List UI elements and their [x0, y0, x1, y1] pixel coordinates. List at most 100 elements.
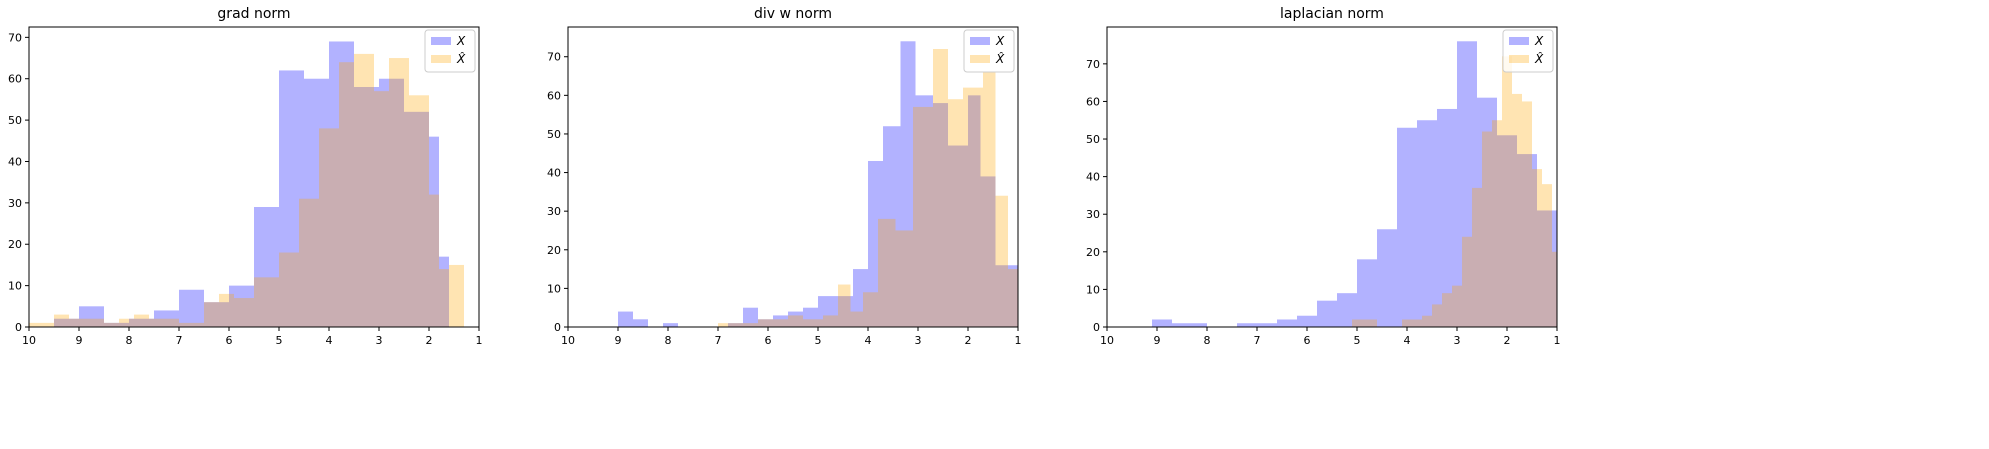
bar-xhat-6 — [823, 315, 838, 327]
bar-x-6 — [204, 302, 229, 327]
bar-x-1 — [1172, 323, 1187, 327]
bar-xhat-10 — [878, 218, 896, 327]
bar-xhat-10 — [234, 298, 254, 327]
bar-x-2 — [104, 322, 129, 327]
histogram-bars — [29, 41, 464, 327]
legend-swatch-xhat — [1509, 55, 1529, 63]
x-tick-label: 6 — [1304, 334, 1311, 347]
y-tick-label: 70 — [1086, 58, 1100, 71]
legend-label-x: X — [995, 34, 1005, 48]
bar-xhat-11 — [895, 230, 913, 327]
bar-x-11 — [329, 41, 354, 327]
bar-x-18 — [1537, 210, 1557, 327]
bar-xhat-1 — [54, 314, 69, 327]
bar-xhat-9 — [863, 292, 878, 327]
bar-x-5 — [758, 319, 773, 327]
y-tick-label: 0 — [554, 321, 561, 334]
bar-xhat-5 — [1452, 285, 1462, 327]
bar-xhat-14 — [1542, 184, 1552, 327]
x-tick-label: 7 — [715, 334, 722, 347]
legend-frame — [963, 29, 1015, 73]
chart-title: laplacian norm — [1280, 6, 1384, 22]
bar-x-10 — [1377, 229, 1397, 327]
y-tick-label: 40 — [8, 155, 22, 168]
x-tick-label: 8 — [1204, 334, 1211, 347]
bar-xhat-2 — [1422, 315, 1432, 327]
bar-x-2 — [663, 323, 678, 327]
x-tick-label: 5 — [815, 334, 822, 347]
x-tick-label: 4 — [326, 334, 333, 347]
y-tick-label: 10 — [8, 280, 22, 293]
y-tick-label: 60 — [1086, 95, 1100, 108]
y-tick-label: 10 — [547, 282, 561, 295]
bar-x-12 — [354, 87, 379, 327]
bar-xhat-4 — [788, 315, 803, 327]
histogram-bars — [618, 41, 1018, 327]
y-tick-label: 40 — [1086, 171, 1100, 184]
y-tick-label: 0 — [1093, 321, 1100, 334]
x-tick-label: 1 — [1015, 334, 1022, 347]
legend-label-xhat: X̂ — [456, 52, 466, 66]
bar-x-0 — [54, 318, 79, 327]
bar-x-21 — [1008, 265, 1018, 327]
bar-xhat-9 — [219, 293, 234, 327]
bar-xhat-16 — [983, 72, 996, 327]
bar-xhat-13 — [299, 198, 319, 327]
bar-xhat-13 — [1532, 169, 1542, 327]
y-tick-label: 30 — [547, 205, 561, 218]
y-tick-label: 50 — [1086, 133, 1100, 146]
bar-xhat-8 — [850, 311, 863, 327]
bar-xhat-4 — [1442, 293, 1452, 327]
bar-x-5 — [179, 289, 204, 327]
bar-xhat-14 — [948, 99, 963, 327]
x-tick-label: 8 — [665, 334, 672, 347]
y-tick-label: 50 — [8, 114, 22, 127]
bar-x-0 — [1152, 319, 1172, 327]
bar-x-9 — [1357, 259, 1377, 327]
bar-x-8 — [803, 307, 818, 327]
x-tick-label: 7 — [1254, 334, 1261, 347]
x-tick-label: 8 — [126, 334, 133, 347]
bar-xhat-3 — [773, 319, 788, 327]
bar-x-15 — [915, 95, 933, 327]
bar-x-9 — [818, 296, 833, 327]
bar-xhat-7 — [179, 322, 204, 327]
bar-x-8 — [1337, 293, 1357, 327]
bar-x-14 — [900, 41, 916, 327]
bar-xhat-5 — [134, 314, 149, 327]
bar-x-6 — [1297, 315, 1317, 327]
y-tick-label: 20 — [1086, 246, 1100, 259]
bar-x-4 — [154, 310, 179, 327]
bar-xhat-3 — [1432, 304, 1442, 327]
bar-xhat-2 — [69, 318, 104, 327]
bar-x-9 — [279, 70, 304, 327]
bar-x-5 — [1277, 319, 1297, 327]
bar-xhat-6 — [1462, 236, 1472, 327]
y-tick-label: 0 — [15, 321, 22, 334]
legend-label-xhat: X̂ — [995, 52, 1005, 66]
x-tick-label: 4 — [865, 334, 872, 347]
chart-title: div w norm — [754, 6, 832, 22]
bar-xhat-19 — [409, 95, 429, 327]
axes-frame — [28, 26, 480, 328]
bar-xhat-1 — [1402, 319, 1422, 327]
bar-x-15 — [1477, 97, 1497, 327]
histogram-bars — [1152, 41, 1557, 327]
bar-x-4 — [1257, 323, 1277, 327]
bar-xhat-17 — [995, 195, 1008, 327]
bar-xhat-0 — [718, 323, 733, 327]
bar-x-13 — [379, 78, 404, 327]
y-tick-label: 70 — [547, 51, 561, 64]
bar-x-20 — [995, 265, 1008, 327]
bar-x-14 — [1457, 41, 1477, 327]
bar-xhat-10 — [1502, 56, 1512, 327]
bar-x-11 — [853, 269, 868, 327]
x-tick-label: 3 — [915, 334, 922, 347]
bar-xhat-15 — [1552, 251, 1557, 327]
bar-x-10 — [304, 78, 329, 327]
legend-swatch-xhat — [970, 55, 990, 63]
bar-xhat-17 — [374, 91, 389, 327]
bar-x-15 — [429, 136, 439, 327]
